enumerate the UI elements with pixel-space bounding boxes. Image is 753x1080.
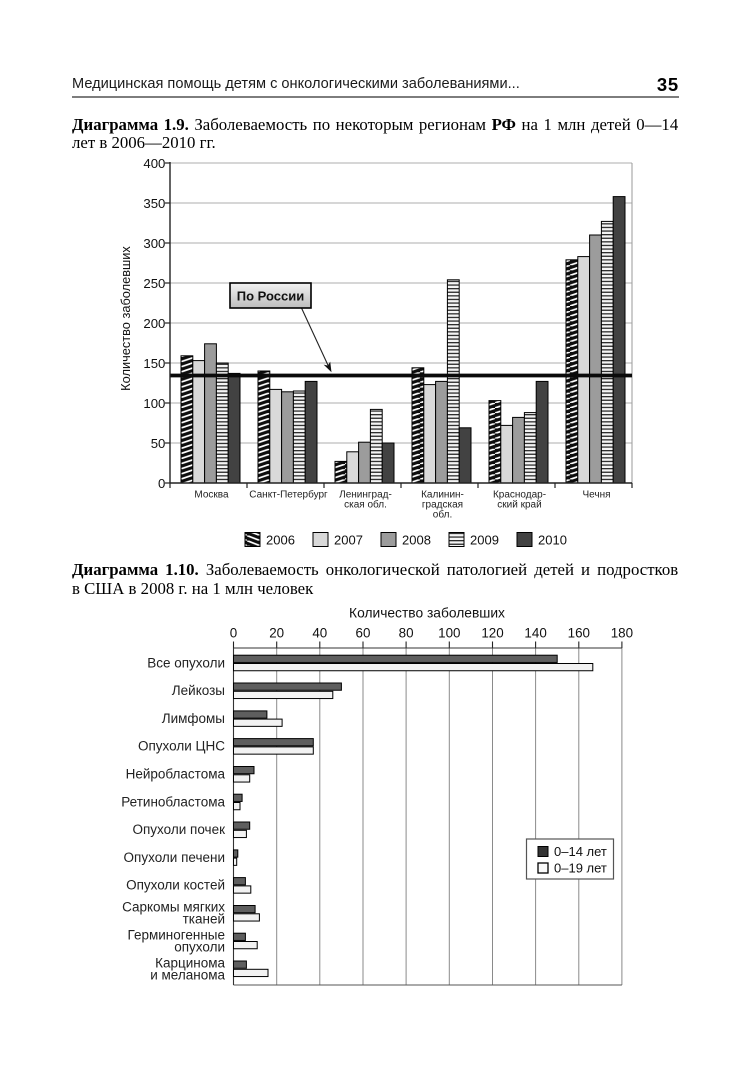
- svg-text:обл.: обл.: [433, 509, 452, 521]
- svg-text:300: 300: [143, 236, 165, 251]
- svg-text:градская: градская: [422, 500, 463, 511]
- svg-text:Саркомы мягких: Саркомы мягких: [122, 900, 225, 915]
- svg-text:350: 350: [143, 196, 165, 211]
- svg-text:По России: По России: [237, 289, 304, 304]
- svg-text:0–19 лет: 0–19 лет: [554, 861, 607, 876]
- svg-text:Лимфомы: Лимфомы: [162, 711, 225, 726]
- svg-text:Все опухоли: Все опухоли: [147, 655, 225, 670]
- svg-text:Количество заболевших: Количество заболевших: [118, 246, 133, 391]
- svg-text:0–14 лет: 0–14 лет: [554, 844, 607, 859]
- svg-text:ская обл.: ская обл.: [344, 499, 387, 511]
- svg-text:Ленинград-: Ленинград-: [339, 489, 392, 500]
- svg-text:Карцинома: Карцинома: [155, 955, 225, 970]
- svg-text:Калинин-: Калинин-: [421, 489, 464, 500]
- svg-text:180: 180: [611, 626, 633, 641]
- svg-text:Москва: Москва: [194, 489, 229, 500]
- svg-text:250: 250: [143, 276, 165, 291]
- svg-text:Ретинобластома: Ретинобластома: [121, 794, 225, 809]
- svg-text:120: 120: [481, 626, 503, 641]
- svg-text:400: 400: [143, 156, 165, 171]
- svg-text:150: 150: [143, 356, 165, 371]
- svg-text:тканей: тканей: [183, 912, 225, 927]
- svg-text:ский край: ский край: [497, 500, 541, 511]
- svg-text:Опухоли печени: Опухоли печени: [124, 850, 225, 865]
- svg-text:2010: 2010: [538, 533, 567, 548]
- svg-text:100: 100: [438, 626, 460, 641]
- svg-text:Количество заболевших: Количество заболевших: [349, 606, 505, 621]
- svg-text:и меланома: и меланома: [150, 967, 225, 982]
- svg-text:опухоли: опухоли: [174, 940, 225, 955]
- svg-text:60: 60: [356, 626, 371, 641]
- svg-text:20: 20: [269, 626, 284, 641]
- svg-text:40: 40: [312, 626, 327, 641]
- svg-text:80: 80: [399, 626, 414, 641]
- svg-text:Чечня: Чечня: [582, 489, 610, 500]
- svg-text:Опухоли костей: Опухоли костей: [126, 878, 225, 893]
- svg-text:100: 100: [143, 396, 165, 411]
- svg-text:Нейробластома: Нейробластома: [126, 767, 226, 782]
- svg-text:Санкт-Петербург: Санкт-Петербург: [249, 488, 328, 500]
- svg-text:Опухоли ЦНС: Опухоли ЦНС: [138, 739, 225, 754]
- svg-text:Краснодар-: Краснодар-: [493, 489, 546, 500]
- svg-text:2009: 2009: [470, 533, 499, 548]
- svg-text:Опухоли почек: Опухоли почек: [132, 822, 225, 837]
- svg-text:140: 140: [524, 626, 546, 641]
- svg-text:Лейкозы: Лейкозы: [172, 683, 225, 698]
- svg-text:2006: 2006: [266, 533, 295, 548]
- svg-text:Герминогенные: Герминогенные: [128, 928, 225, 943]
- svg-text:160: 160: [568, 626, 590, 641]
- svg-text:200: 200: [143, 316, 165, 331]
- svg-text:0: 0: [158, 476, 165, 491]
- svg-text:50: 50: [151, 436, 166, 451]
- svg-text:2008: 2008: [402, 533, 431, 548]
- svg-text:2007: 2007: [334, 533, 363, 548]
- svg-text:0: 0: [230, 626, 237, 641]
